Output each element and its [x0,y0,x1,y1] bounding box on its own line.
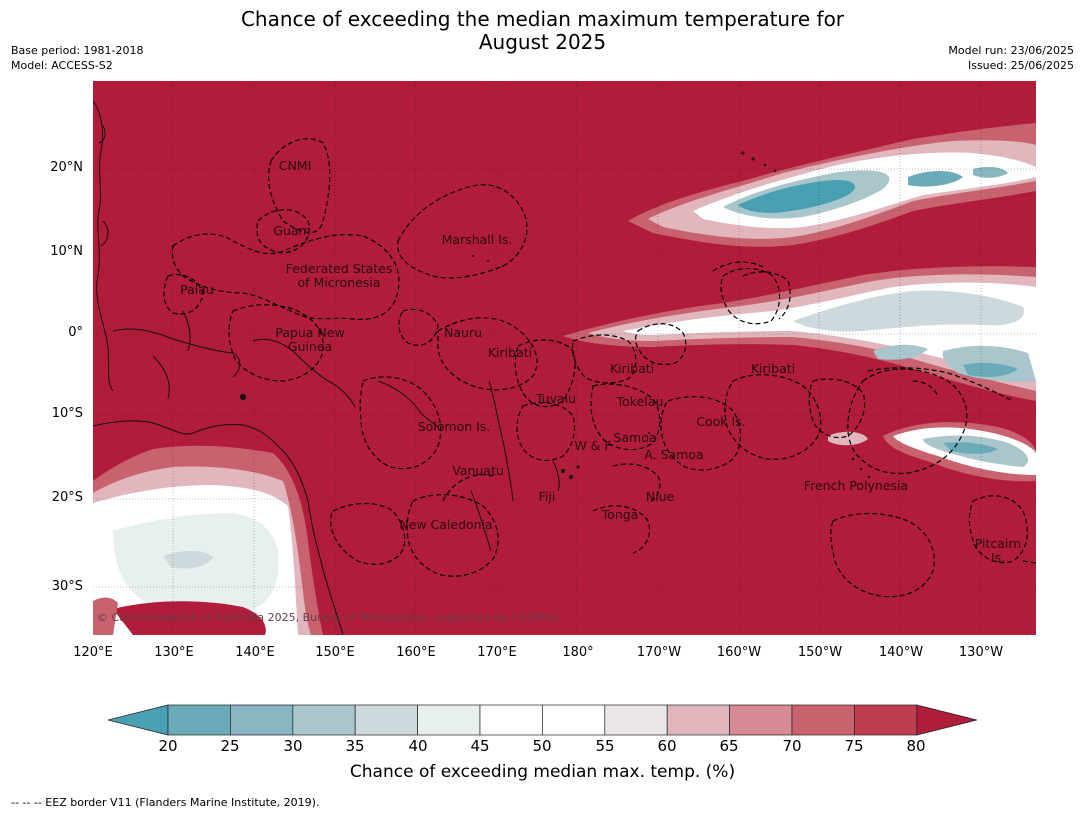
colorbar-over-arrow [916,704,977,736]
colorbar-segment [729,704,793,736]
colorbar-tick-65: 65 [719,737,739,755]
region-label: Solomon Is. [418,419,491,434]
islands [240,151,871,479]
graticule [93,81,1036,635]
region-label: Tokelau [616,394,664,409]
colorbar-segment [167,704,231,736]
colorbar-tick-35: 35 [345,737,365,755]
region-label: Pitcairn Is. [975,536,1021,565]
lon-label-160e: 160°E [396,645,436,660]
colorbar-tick-75: 75 [844,737,864,755]
coastlines [93,100,560,635]
colorbar-tick-25: 25 [220,737,240,755]
model-name: Model: ACCESS-S2 [11,59,113,72]
lon-label-140w: 140°W [878,645,924,660]
colorbar-tick-50: 50 [532,737,552,755]
region-label: Cook Is. [696,414,745,429]
lon-label-160w: 160°W [716,645,762,660]
lat-label-30s: 30°S [51,579,83,594]
region-label: Vanuatu [452,463,504,478]
region-label: Palau [180,282,214,297]
lat-label-20s: 20°S [51,490,83,505]
lon-label-150e: 150°E [315,645,355,660]
equatorial-cool-band [563,266,1036,401]
colorbar-segment [542,704,606,736]
eez-borders [163,138,1036,598]
region-label: New Caledonia [399,517,492,532]
colorbar-under-arrow [108,704,169,736]
region-label: Kiribati [610,361,654,376]
north-cool-band [628,123,1036,247]
region-label: Tonga [601,507,639,522]
lon-label-130w: 130°W [958,645,1004,660]
colorbar-segment [604,704,668,736]
region-label: A. Samoa [644,447,703,462]
region-label: Papua New Guinea [275,325,344,354]
map-panel: CNMI Guam Marshall Is. Federated States of M… [93,81,1036,635]
region-labels: CNMI Guam Marshall Is. Federated States of M… [180,158,1021,565]
lon-label-170w: 170°W [636,645,682,660]
copyright-notice: © Commonwealth of Australia 2025, Bureau… [97,611,560,624]
region-label: CNMI [279,158,312,173]
colorbar-segment [292,704,356,736]
colorbar [108,704,978,736]
region-label: W & F [574,438,611,453]
colorbar-segment [854,704,918,736]
colorbar-segment [666,704,730,736]
colorbar-tick-45: 45 [470,737,490,755]
colorbar-tick-80: 80 [906,737,926,755]
eez-legend-note: -- -- -- EEZ border V11 (Flanders Marine… [11,796,320,809]
colorbar-tick-20: 20 [158,737,178,755]
region-label: French Polynesia [804,478,908,493]
region-label: Marshall Is. [442,232,513,247]
region-label: Fiji [539,489,556,504]
colorbar-segment [479,704,543,736]
colorbar-tick-40: 40 [408,737,428,755]
colorbar-tick-60: 60 [657,737,677,755]
colorbar-segment [417,704,481,736]
region-label: Niue [646,489,675,504]
region-label: Samoa [613,430,656,445]
region-label: Kiribati [488,345,532,360]
lon-label-150w: 150°W [797,645,843,660]
australia-warm-region [93,445,323,635]
meta-left: Base period: 1981-2018 Model: ACCESS-S2 [11,43,143,73]
colorbar-tick-30: 30 [283,737,303,755]
colorbar-segments [108,704,977,736]
colorbar-segment [791,704,855,736]
lat-label-0: 0° [68,325,83,340]
region-label: Federated States of Micronesia [286,261,393,290]
southeast-cool-band [828,422,1036,482]
lon-label-180: 180° [562,645,594,660]
lat-label-20n: 20°N [50,160,83,175]
colorbar-tick-70: 70 [782,737,802,755]
lat-label-10n: 10°N [50,244,83,259]
colorbar-svg [108,704,977,736]
map-canvas: CNMI Guam Marshall Is. Federated States of M… [93,81,1036,635]
lat-label-10s: 10°S [51,406,83,421]
colorbar-segment [354,704,418,736]
issued-date: Issued: 25/06/2025 [967,59,1074,72]
region-label: Tuvalu [535,391,576,406]
model-run: Model run: 23/06/2025 [948,44,1074,57]
title-line-1: Chance of exceeding the median maximum t… [240,7,845,31]
title-line-2: August 2025 [478,30,607,54]
colorbar-label: Chance of exceeding median max. temp. (%… [349,762,736,782]
region-label: Nauru [444,325,482,340]
lon-label-140e: 140°E [235,645,275,660]
meta-right: Model run: 23/06/2025 Issued: 25/06/2025 [948,43,1074,73]
colorbar-segment [230,704,294,736]
region-label: Kiribati [751,361,795,376]
map-title: Chance of exceeding the median maximum t… [0,8,1085,54]
lon-label-120e: 120°E [73,645,113,660]
base-period: Base period: 1981-2018 [11,44,144,57]
lon-label-170e: 170°E [477,645,517,660]
colorbar-tick-55: 55 [595,737,615,755]
region-label: Guam [273,223,310,238]
lon-label-130e: 130°E [154,645,194,660]
